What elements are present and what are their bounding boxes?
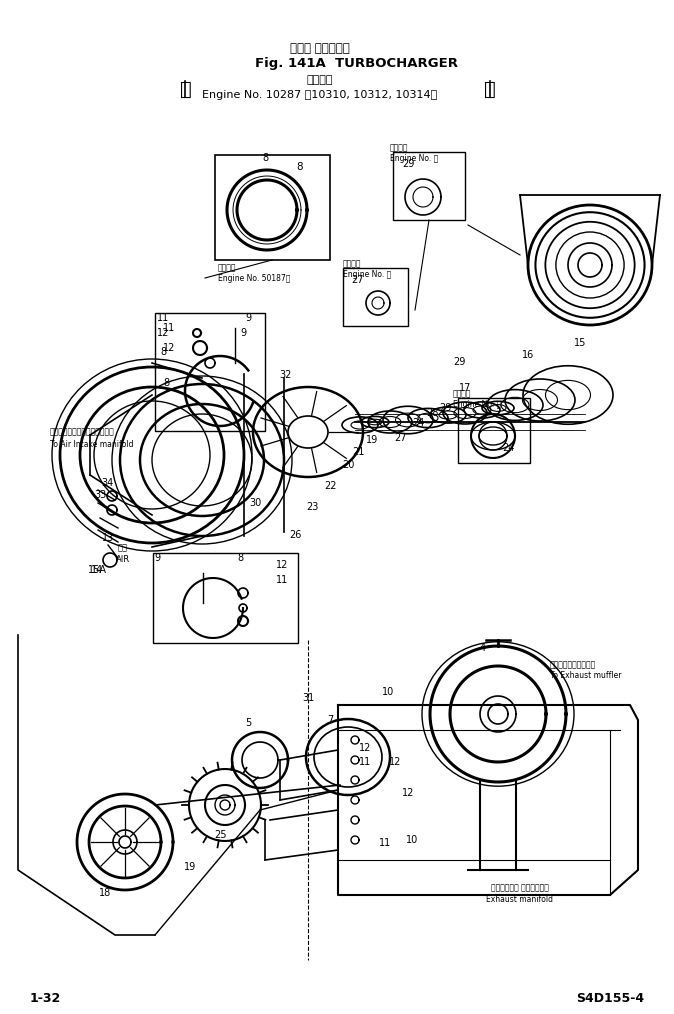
Text: 33: 33	[94, 490, 106, 500]
Text: 適用号機: 適用号機	[218, 264, 237, 273]
Text: Engine No. 50187～: Engine No. 50187～	[218, 274, 290, 283]
Text: 34: 34	[101, 478, 113, 488]
Text: 11: 11	[163, 323, 175, 333]
Text: ）: ）	[484, 79, 496, 98]
Text: 11: 11	[157, 313, 169, 323]
Text: 適用号機: 適用号機	[307, 75, 333, 85]
Text: エア: エア	[118, 544, 128, 553]
Text: 適用号機: 適用号機	[390, 144, 408, 152]
Text: 22: 22	[324, 481, 336, 491]
Bar	[343, 268, 408, 325]
Text: 12: 12	[389, 757, 401, 767]
Text: Engine No. ～: Engine No. ～	[343, 270, 391, 279]
Text: 11: 11	[359, 757, 371, 767]
Text: 8: 8	[163, 378, 169, 388]
Text: Engine No. 10287 ～10310, 10312, 10314～: Engine No. 10287 ～10310, 10312, 10314～	[202, 90, 437, 100]
Text: 4: 4	[480, 643, 486, 653]
Text: 12: 12	[402, 788, 415, 798]
Bar	[215, 155, 330, 260]
Text: 31: 31	[302, 693, 314, 703]
Text: 8: 8	[237, 553, 243, 563]
Bar	[458, 399, 530, 463]
Text: ターボ チャージャ: ターボ チャージャ	[290, 42, 350, 55]
Text: 11: 11	[379, 838, 391, 848]
Text: 29: 29	[453, 357, 465, 367]
Bar	[153, 553, 298, 643]
Text: 1-32: 1-32	[30, 992, 61, 1005]
Text: Exhaust manifold: Exhaust manifold	[487, 894, 553, 903]
Bar	[393, 152, 465, 220]
Text: 18: 18	[99, 888, 111, 898]
Text: 10: 10	[406, 835, 418, 845]
Text: 7: 7	[327, 715, 333, 725]
Text: 9: 9	[245, 313, 251, 323]
Text: 20: 20	[342, 460, 355, 470]
Text: Engine No. ～: Engine No. ～	[453, 400, 501, 409]
Text: 23: 23	[306, 502, 318, 512]
Text: 21: 21	[352, 447, 364, 457]
Text: 24: 24	[502, 443, 514, 453]
Text: エキゾーストマフラへ: エキゾーストマフラへ	[550, 660, 596, 669]
Text: 19: 19	[366, 435, 378, 445]
Text: 適用号機: 適用号機	[343, 260, 361, 269]
Text: 14: 14	[91, 565, 103, 575]
Text: 適用号機: 適用号機	[453, 389, 472, 399]
Text: 29: 29	[402, 159, 415, 169]
Text: 9: 9	[154, 553, 160, 563]
Text: 8: 8	[262, 153, 268, 163]
Text: Engine No. ～: Engine No. ～	[390, 153, 438, 162]
Text: 19: 19	[184, 862, 196, 872]
Text: 12: 12	[359, 743, 371, 753]
Text: 32: 32	[279, 370, 291, 380]
Text: （: （	[180, 79, 192, 98]
Text: 30: 30	[249, 498, 261, 508]
Text: 9: 9	[240, 328, 246, 338]
Text: 10: 10	[382, 687, 394, 697]
Text: 25: 25	[214, 830, 226, 840]
Text: 8: 8	[297, 162, 303, 172]
Text: 11: 11	[276, 575, 288, 585]
Text: 26: 26	[289, 530, 301, 540]
Text: 13: 13	[102, 533, 114, 544]
Text: 12: 12	[276, 560, 288, 570]
Text: 17: 17	[459, 383, 471, 393]
Text: 27: 27	[351, 275, 363, 285]
Text: 12: 12	[157, 328, 169, 338]
Text: エキゾースト マニホールド: エキゾースト マニホールド	[491, 883, 549, 892]
Bar	[155, 313, 265, 431]
Text: 16: 16	[522, 350, 534, 360]
Text: 15A: 15A	[88, 565, 106, 575]
Text: To Exhaust muffler: To Exhaust muffler	[550, 671, 621, 680]
Text: AIR: AIR	[116, 556, 130, 565]
Text: 8: 8	[160, 347, 166, 357]
Text: Fig. 141A  TURBOCHARGER: Fig. 141A TURBOCHARGER	[255, 57, 458, 70]
Text: To Air Intake manifold: To Air Intake manifold	[50, 439, 133, 448]
Text: 12: 12	[163, 343, 175, 353]
Text: エアインタークマニホールドへ: エアインタークマニホールドへ	[50, 428, 115, 436]
Text: 27: 27	[394, 433, 406, 443]
Text: 15: 15	[574, 338, 586, 348]
Text: 24: 24	[412, 418, 424, 428]
Text: 28: 28	[426, 408, 438, 418]
Text: S4D155-4: S4D155-4	[576, 992, 644, 1005]
Text: 5: 5	[245, 718, 251, 728]
Text: 29: 29	[439, 403, 451, 413]
